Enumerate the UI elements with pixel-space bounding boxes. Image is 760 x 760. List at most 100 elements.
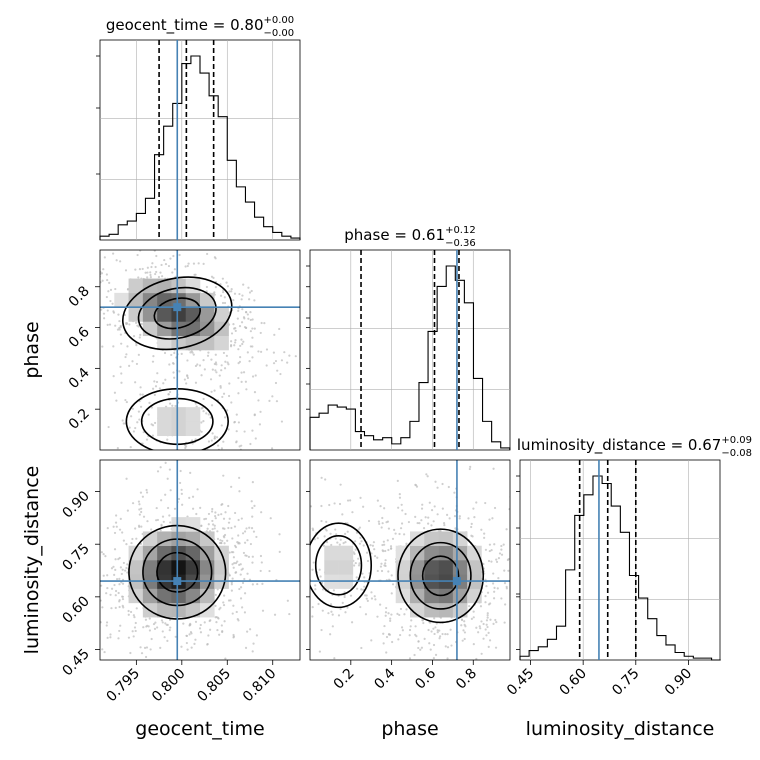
scatter-point bbox=[91, 255, 93, 257]
scatter-point bbox=[248, 298, 251, 301]
scatter-point bbox=[173, 376, 176, 379]
scatter-point bbox=[251, 506, 254, 510]
x-axis-label-luminosity_distance: luminosity_distance bbox=[526, 718, 715, 740]
scatter-point bbox=[383, 507, 386, 510]
scatter-point bbox=[222, 392, 226, 395]
scatter-point bbox=[161, 630, 164, 633]
scatter-point bbox=[254, 374, 257, 377]
hist-title-geocent_time: geocent_time = 0.80+0.00 bbox=[106, 15, 294, 35]
scatter-point bbox=[342, 542, 345, 545]
scatter-point bbox=[194, 438, 197, 441]
scatter-point bbox=[472, 616, 475, 619]
scatter-point bbox=[493, 543, 496, 546]
scatter-point bbox=[110, 587, 114, 590]
scatter-point bbox=[143, 646, 147, 649]
scatter-point bbox=[212, 523, 215, 526]
scatter-point bbox=[253, 299, 256, 302]
scatter-point bbox=[189, 622, 192, 625]
x-tick-label: 0.6 bbox=[412, 665, 439, 692]
scatter-point bbox=[251, 480, 254, 484]
scatter-point bbox=[219, 294, 223, 297]
scatter-point bbox=[151, 387, 155, 390]
scatter-point bbox=[87, 255, 89, 257]
scatter-point bbox=[383, 564, 386, 567]
scatter-point bbox=[458, 517, 461, 520]
scatter-point bbox=[418, 663, 420, 665]
scatter-point bbox=[430, 509, 434, 512]
scatter-point bbox=[437, 668, 439, 670]
scatter-point bbox=[125, 322, 129, 325]
density-cell bbox=[200, 292, 215, 308]
scatter-point bbox=[393, 528, 396, 531]
scatter-point bbox=[139, 250, 142, 252]
scatter-point bbox=[325, 540, 329, 544]
density-cell bbox=[200, 588, 215, 604]
scatter-point bbox=[503, 621, 506, 624]
scatter-point bbox=[447, 485, 450, 489]
scatter-point bbox=[396, 479, 399, 482]
scatter-point bbox=[141, 495, 144, 498]
scatter-point bbox=[382, 642, 385, 645]
scatter-point bbox=[71, 354, 73, 356]
scatter-point bbox=[278, 327, 281, 331]
scatter-point bbox=[453, 491, 456, 494]
scatter-point bbox=[214, 257, 217, 260]
scatter-point bbox=[384, 614, 387, 617]
scatter-point bbox=[127, 613, 130, 616]
y-tick-label: 0.2 bbox=[66, 406, 93, 433]
scatter-point bbox=[236, 317, 239, 320]
scatter-point bbox=[350, 621, 354, 624]
scatter-point bbox=[361, 572, 364, 575]
scatter-point bbox=[145, 678, 147, 680]
scatter-point bbox=[102, 268, 105, 271]
scatter-point bbox=[227, 504, 230, 508]
scatter-point bbox=[203, 368, 206, 371]
scatter-point bbox=[344, 532, 347, 535]
scatter-point bbox=[419, 648, 422, 651]
scatter-point bbox=[366, 559, 370, 563]
scatter-point bbox=[446, 657, 449, 660]
scatter-point bbox=[105, 621, 109, 624]
scatter-point bbox=[436, 631, 439, 634]
scatter-point bbox=[487, 645, 490, 648]
scatter-point bbox=[169, 489, 172, 492]
scatter-point bbox=[515, 620, 517, 622]
scatter-point bbox=[510, 629, 512, 631]
scatter-point bbox=[97, 283, 99, 285]
scatter-point bbox=[513, 598, 515, 600]
scatter-point bbox=[418, 522, 421, 525]
scatter-point bbox=[155, 380, 159, 384]
scatter-point bbox=[397, 638, 400, 641]
x-tick-label: 0.2 bbox=[331, 666, 358, 693]
scatter-point bbox=[153, 380, 156, 383]
scatter-point bbox=[100, 599, 102, 602]
scatter-point bbox=[420, 646, 424, 649]
scatter-point bbox=[202, 397, 205, 401]
scatter-point bbox=[238, 587, 241, 591]
scatter-point bbox=[339, 483, 342, 486]
scatter-point bbox=[403, 613, 406, 616]
scatter-point bbox=[138, 268, 142, 271]
scatter-point bbox=[157, 275, 161, 279]
scatter-point bbox=[221, 502, 224, 506]
scatter-point bbox=[140, 510, 143, 514]
scatter-point bbox=[278, 550, 281, 553]
scatter-point bbox=[162, 520, 165, 523]
scatter-point bbox=[119, 365, 122, 368]
scatter-point bbox=[140, 652, 144, 655]
scatter-point bbox=[399, 668, 401, 670]
scatter-point bbox=[149, 271, 152, 274]
scatter-point bbox=[186, 375, 189, 378]
scatter-point bbox=[338, 543, 341, 546]
scatter-point bbox=[247, 317, 250, 320]
scatter-point bbox=[111, 246, 113, 248]
scatter-point bbox=[134, 621, 137, 625]
scatter-point bbox=[231, 577, 234, 580]
contour-line bbox=[310, 522, 373, 609]
scatter-point bbox=[288, 354, 291, 357]
scatter-point bbox=[202, 359, 205, 362]
scatter-point bbox=[222, 535, 225, 538]
scatter-point bbox=[495, 560, 499, 564]
scatter-point bbox=[116, 447, 119, 450]
scatter-point bbox=[449, 628, 452, 631]
